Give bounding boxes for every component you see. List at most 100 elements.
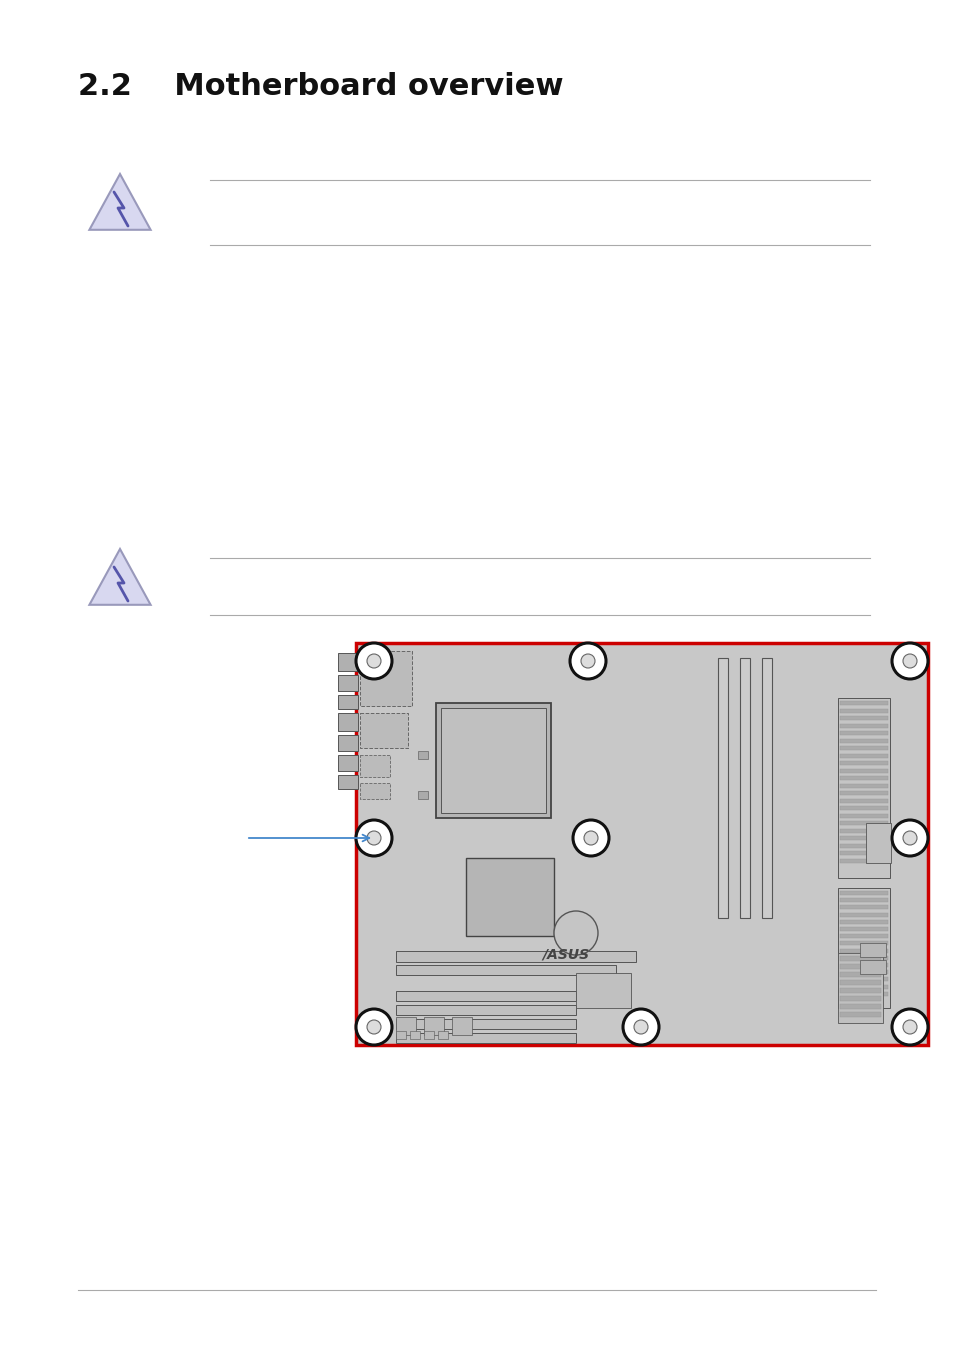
Bar xyxy=(859,961,885,974)
Polygon shape xyxy=(90,174,151,230)
Circle shape xyxy=(573,820,608,857)
Bar xyxy=(395,965,616,975)
Circle shape xyxy=(891,820,927,857)
Bar xyxy=(840,775,887,780)
Bar xyxy=(840,858,887,862)
Circle shape xyxy=(355,643,392,680)
Bar xyxy=(837,952,882,1023)
Bar xyxy=(840,754,887,758)
Bar xyxy=(337,676,357,690)
Bar xyxy=(837,698,889,878)
Bar xyxy=(840,813,887,817)
Bar xyxy=(840,769,887,773)
Circle shape xyxy=(367,654,380,667)
Bar xyxy=(359,755,390,777)
Text: ||: || xyxy=(596,658,601,667)
Bar xyxy=(395,1034,576,1043)
Bar xyxy=(440,708,545,813)
Bar xyxy=(718,658,727,917)
Bar xyxy=(840,977,887,981)
Bar xyxy=(840,955,887,959)
Bar xyxy=(337,694,357,709)
Bar xyxy=(761,658,771,917)
Bar xyxy=(840,1004,880,1009)
Bar xyxy=(337,713,357,731)
Bar xyxy=(840,790,887,794)
Bar xyxy=(840,892,887,894)
Bar xyxy=(840,898,887,902)
Bar xyxy=(840,731,887,735)
Bar xyxy=(395,951,636,962)
Bar xyxy=(359,651,412,707)
Bar xyxy=(840,963,887,967)
Bar xyxy=(840,912,887,916)
Bar xyxy=(740,658,749,917)
Bar xyxy=(840,905,887,909)
Bar xyxy=(436,703,551,817)
Circle shape xyxy=(891,643,927,680)
Bar xyxy=(840,920,887,924)
Polygon shape xyxy=(90,549,151,605)
Bar xyxy=(840,784,887,788)
Bar xyxy=(859,943,885,957)
Bar xyxy=(840,716,887,720)
Bar xyxy=(423,1017,443,1035)
Bar xyxy=(840,836,887,840)
Circle shape xyxy=(355,1009,392,1046)
Bar xyxy=(840,927,887,931)
Bar xyxy=(337,755,357,771)
Bar xyxy=(359,713,408,748)
Bar xyxy=(417,790,428,798)
Bar xyxy=(840,1012,880,1017)
Bar xyxy=(837,888,889,1008)
Bar xyxy=(840,948,887,952)
Bar xyxy=(576,973,630,1008)
Bar xyxy=(452,1017,472,1035)
Bar xyxy=(395,1017,416,1035)
Bar xyxy=(840,996,880,1001)
Circle shape xyxy=(554,911,598,955)
Bar xyxy=(395,1019,576,1029)
Circle shape xyxy=(569,643,605,680)
Bar xyxy=(337,775,357,789)
Bar xyxy=(840,798,887,802)
Bar xyxy=(840,701,887,705)
Bar xyxy=(395,992,576,1001)
Bar xyxy=(465,858,554,936)
Bar xyxy=(840,807,887,811)
Bar xyxy=(840,708,887,712)
Circle shape xyxy=(367,831,380,844)
Bar xyxy=(437,1031,448,1039)
Bar xyxy=(840,971,880,977)
Circle shape xyxy=(634,1020,647,1034)
Bar xyxy=(840,988,880,993)
Bar xyxy=(840,828,887,832)
Circle shape xyxy=(367,1020,380,1034)
Bar xyxy=(423,1031,434,1039)
Bar xyxy=(840,851,887,855)
Bar xyxy=(840,965,880,969)
Circle shape xyxy=(580,654,595,667)
Bar xyxy=(840,843,887,847)
Circle shape xyxy=(891,1009,927,1046)
Bar xyxy=(840,979,880,985)
Bar xyxy=(840,934,887,938)
Bar xyxy=(395,1031,406,1039)
Bar xyxy=(865,823,890,863)
Bar xyxy=(840,957,880,961)
Bar xyxy=(840,739,887,743)
Circle shape xyxy=(622,1009,659,1046)
Bar xyxy=(359,784,390,798)
Bar xyxy=(840,821,887,825)
Bar xyxy=(337,735,357,751)
Bar xyxy=(417,751,428,759)
Bar xyxy=(840,985,887,989)
Bar xyxy=(395,1005,576,1015)
Bar xyxy=(337,653,357,671)
Bar xyxy=(840,942,887,946)
Bar xyxy=(410,1031,419,1039)
Circle shape xyxy=(902,831,916,844)
Text: /ASUS: /ASUS xyxy=(542,947,589,961)
Bar xyxy=(840,992,887,996)
Circle shape xyxy=(902,654,916,667)
